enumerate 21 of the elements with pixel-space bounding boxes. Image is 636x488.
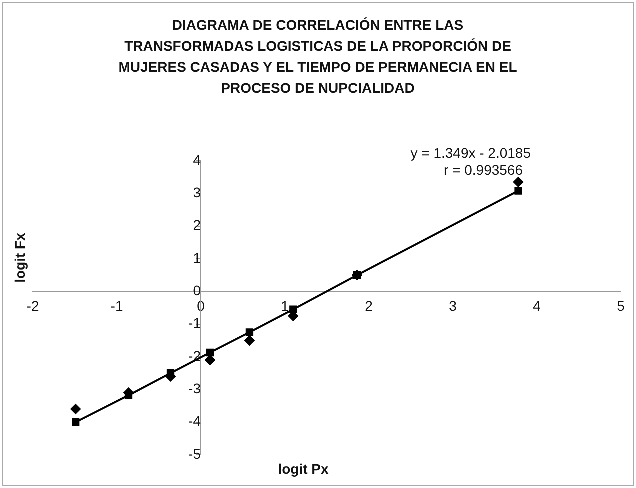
y-tick-label: -1 bbox=[188, 315, 202, 332]
y-tick-label: -4 bbox=[188, 413, 202, 430]
x-tick-label: 1 bbox=[281, 298, 290, 314]
y-tick-label: -3 bbox=[188, 380, 202, 397]
y-tick-label: 1 bbox=[193, 250, 202, 266]
y-tick-label: 4 bbox=[193, 152, 202, 168]
x-axis-title: logit Px bbox=[278, 460, 329, 477]
x-tick-label: 5 bbox=[617, 298, 626, 314]
text: y = 1.349x - 2.0185 bbox=[410, 144, 532, 161]
y-tick-label: 2 bbox=[193, 217, 202, 234]
x-tick-label: 3 bbox=[449, 298, 458, 314]
x-tick-label: 2 bbox=[365, 298, 374, 314]
y-tick-label: 0 bbox=[193, 282, 202, 299]
x-tick-label: -2 bbox=[26, 298, 40, 314]
x-tick-label: -1 bbox=[110, 298, 124, 314]
chart-title: DIAGRAMA DE CORRELACIÓN ENTRE LAS TRANSFORMADAS LOGISTICAS DE LA PROPORCIÓN DE MUJERES CASADAS Y EL TIEMPO DE PERMANECIA EN EL PROCESO DE NUPCIALIDAD bbox=[118, 16, 518, 98]
y-tick-label: 3 bbox=[193, 184, 202, 201]
y-axis-title: logit Fx bbox=[12, 232, 28, 283]
annotation: r = 0.993566 bbox=[444, 162, 524, 178]
y-tick-label: -5 bbox=[188, 446, 202, 462]
x-tick-label: 4 bbox=[533, 298, 542, 314]
